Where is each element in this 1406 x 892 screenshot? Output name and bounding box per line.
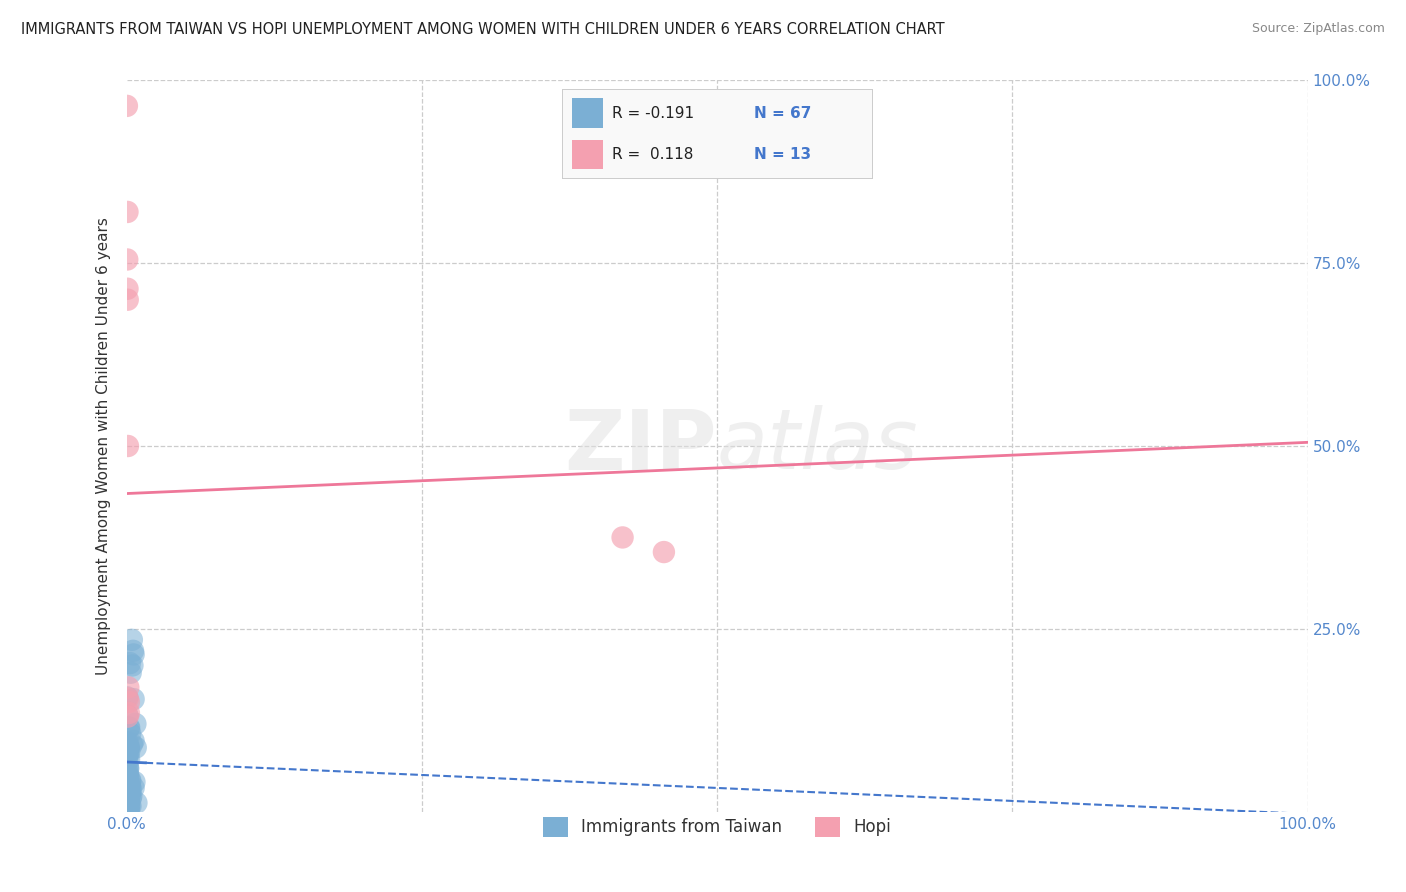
Point: [117, 740, 139, 755]
Point: [118, 752, 141, 766]
Point: [117, 293, 139, 307]
Point: [118, 779, 141, 793]
Point: [117, 768, 139, 782]
Point: [117, 439, 139, 453]
Point: [117, 747, 139, 762]
Point: [115, 99, 138, 113]
Point: [118, 721, 141, 735]
Text: ZIP: ZIP: [565, 406, 717, 486]
Text: atlas: atlas: [717, 406, 918, 486]
Point: [122, 648, 145, 662]
Point: [121, 632, 143, 647]
Point: [118, 799, 141, 814]
Point: [117, 681, 139, 695]
Point: [120, 791, 142, 805]
Point: [612, 530, 634, 544]
Point: [124, 775, 146, 789]
Point: [118, 656, 141, 670]
Point: [115, 803, 138, 817]
Point: [117, 761, 139, 775]
Point: [121, 658, 143, 673]
Point: [117, 787, 139, 801]
Point: [125, 740, 148, 755]
Point: [118, 739, 141, 754]
Point: [117, 708, 139, 723]
Point: [117, 759, 139, 773]
Text: N = 13: N = 13: [754, 147, 811, 161]
Point: [121, 737, 143, 751]
Point: [122, 692, 145, 706]
Point: [117, 282, 139, 296]
Point: [117, 252, 139, 267]
Point: [117, 780, 139, 794]
Point: [117, 778, 139, 792]
Point: [120, 774, 142, 789]
Text: R =  0.118: R = 0.118: [612, 147, 693, 161]
Point: [117, 802, 139, 816]
Point: [652, 545, 675, 559]
Point: [118, 695, 141, 709]
Point: [117, 762, 139, 776]
Point: [117, 805, 139, 819]
Point: [115, 797, 138, 812]
Point: [118, 721, 141, 735]
Point: [118, 795, 141, 809]
Point: [125, 796, 148, 810]
Point: [118, 706, 141, 720]
Point: [122, 780, 145, 795]
Point: [115, 780, 138, 794]
Point: [117, 790, 139, 805]
Text: R = -0.191: R = -0.191: [612, 106, 695, 120]
Text: IMMIGRANTS FROM TAIWAN VS HOPI UNEMPLOYMENT AMONG WOMEN WITH CHILDREN UNDER 6 YE: IMMIGRANTS FROM TAIWAN VS HOPI UNEMPLOYM…: [21, 22, 945, 37]
Point: [117, 709, 139, 723]
Point: [118, 788, 141, 802]
Y-axis label: Unemployment Among Women with Children Under 6 years: Unemployment Among Women with Children U…: [96, 217, 111, 675]
Point: [115, 792, 138, 806]
Point: [117, 770, 139, 784]
Point: [124, 717, 146, 731]
Point: [117, 735, 139, 749]
Point: [120, 782, 142, 797]
Point: [118, 789, 141, 804]
Point: [117, 797, 139, 812]
Point: [122, 644, 145, 658]
Text: Source: ZipAtlas.com: Source: ZipAtlas.com: [1251, 22, 1385, 36]
Point: [117, 691, 139, 706]
Point: [117, 780, 139, 794]
Point: [117, 745, 139, 759]
Point: [120, 799, 142, 814]
Point: [122, 733, 145, 747]
Point: [117, 798, 139, 813]
Point: [118, 782, 141, 797]
Point: [120, 665, 142, 680]
Point: [115, 743, 138, 757]
Point: [117, 798, 139, 813]
Point: [117, 740, 139, 755]
Point: [117, 783, 139, 797]
Point: [117, 205, 139, 219]
Point: [115, 750, 138, 764]
Point: [117, 767, 139, 781]
Bar: [572, 140, 603, 169]
Point: [117, 802, 139, 816]
Bar: [572, 98, 603, 128]
Point: [115, 754, 138, 768]
Point: [120, 726, 142, 740]
Point: [118, 744, 141, 758]
Point: [115, 690, 138, 705]
Point: [117, 794, 139, 808]
Text: N = 67: N = 67: [754, 106, 811, 120]
Point: [115, 797, 138, 812]
Point: [120, 789, 142, 803]
Point: [120, 773, 142, 788]
Legend: Immigrants from Taiwan, Hopi: Immigrants from Taiwan, Hopi: [536, 810, 898, 844]
Point: [118, 803, 141, 817]
